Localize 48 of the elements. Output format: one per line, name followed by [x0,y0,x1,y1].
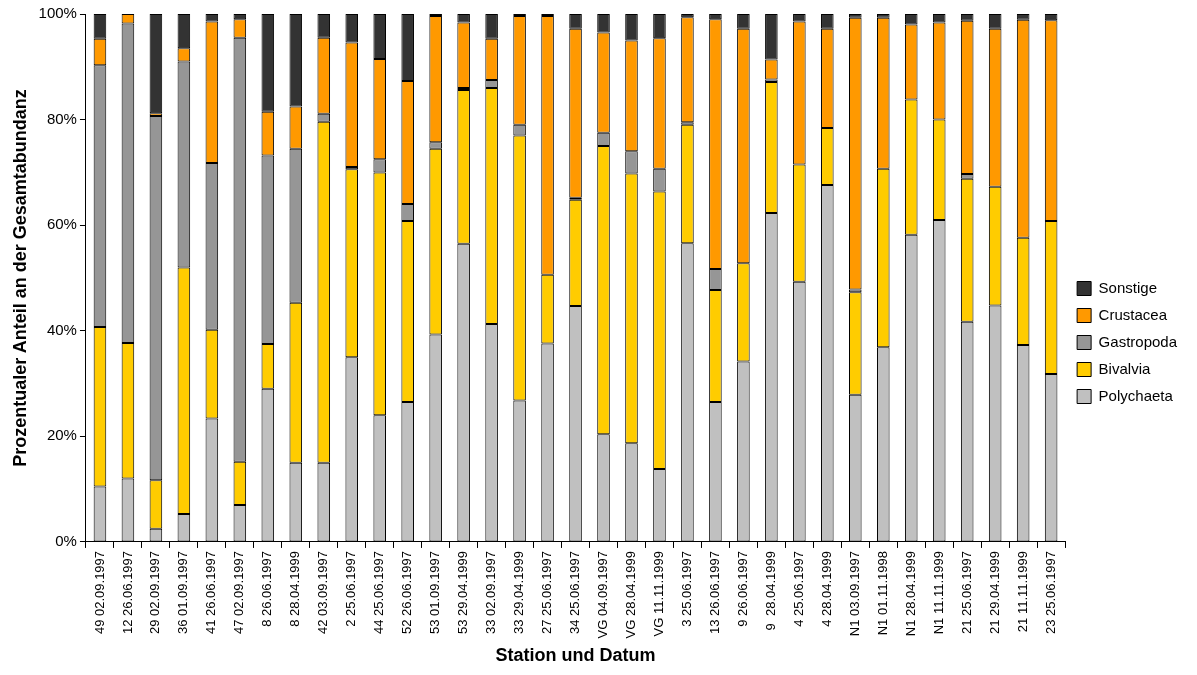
y-tick-label: 80% [46,109,77,127]
x-tick-label: N1 28.04.1999 [902,550,918,637]
x-tick-label: 13 26.06.1997 [707,550,722,635]
x-tick-label: 21 11.11.1999 [1014,550,1030,633]
x-tick-label: 9 28.04.1999 [762,550,778,631]
x-tick-label: 21 25.06.1997 [958,550,974,635]
x-tick-label: N1 11.11.1999 [930,550,946,635]
legend-label: Bivalvia [1098,359,1151,377]
x-tick-label: VG 11.11.1999 [651,550,667,637]
y-tick-label: 40% [46,320,77,338]
x-tick-label: 27 25.06.1997 [539,550,555,635]
x-tick-label: 8 26.06.1997 [259,550,275,627]
legend-label: Crustacea [1098,305,1168,323]
y-tick-label: 60% [46,215,77,233]
x-tick-label: N1 01.11.1998 [874,550,890,636]
x-tick-label: 8 28.04.1999 [287,550,303,627]
x-tick-label: 52 26.06.1997 [399,550,415,635]
x-tick-label: 44 25.06.1997 [371,550,387,635]
x-tick-label: 4 25.06.1997 [790,550,806,627]
x-tick-label: 34 25.06.1997 [567,550,583,635]
x-tick-label: 42 03.09.1997 [315,550,331,635]
y-axis-title: Prozentualer Anteil an der Gesamtabundanz [9,89,30,467]
x-tick-label: 4 28.04.1999 [818,550,834,627]
x-tick-label: VG 04.09.1997 [595,550,611,639]
x-tick-label: 23 25.06.1997 [1042,550,1058,635]
x-tick-label: 47 02.09.1997 [231,550,247,635]
x-tick-label: 12 26.06.1997 [119,550,135,635]
x-tick-label: 9 26.06.1997 [734,550,750,627]
x-tick-label: 53 01.09.1997 [427,550,443,635]
x-tick-label: 21 29.04.1999 [986,550,1002,635]
y-tick-label: 100% [38,4,77,22]
y-tick-label: 0% [55,532,77,550]
x-tick-label: 36 01.09.1997 [175,550,191,635]
x-tick-label: N1 03.09.1997 [846,550,862,637]
legend-label: Sonstige [1098,278,1157,296]
x-tick-label: 3 25.06.1997 [679,550,695,627]
x-tick-label: 41 26.06.1997 [203,550,219,635]
x-tick-label: VG 28.04.1999 [623,550,639,639]
y-tick-label: 20% [46,426,77,444]
x-tick-label: 33 29.04.1999 [511,550,527,635]
legend-label: Polychaeta [1098,386,1174,404]
x-axis-title: Station und Datum [495,645,656,666]
x-tick-label: 29 02.09.1997 [147,550,163,635]
x-tick-label: 2 25.06.1997 [343,550,359,627]
x-tick-label: 53 29.04.1999 [455,550,471,635]
x-tick-label: 49 02.09.1997 [91,550,107,635]
x-tick-label: 33 02.09.1997 [483,550,499,635]
legend-label: Gastropoda [1098,332,1178,350]
